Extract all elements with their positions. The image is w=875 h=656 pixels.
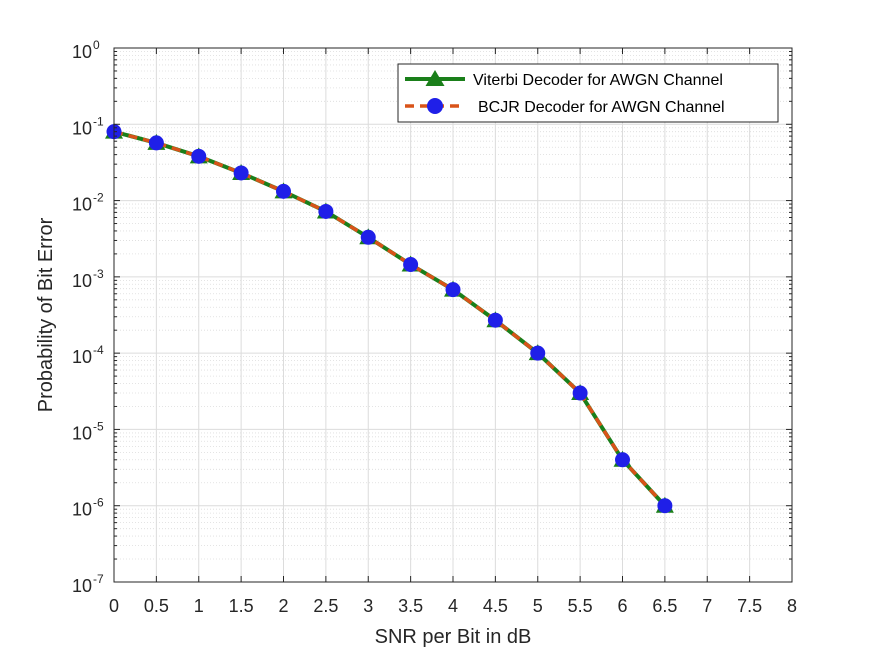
x-tick-label: 6 (617, 596, 627, 616)
legend-box (397, 63, 779, 123)
bcjr-circle-marker (657, 498, 673, 514)
series-line-bcjr (113, 129, 667, 507)
bcjr-circle-marker (487, 312, 503, 328)
y-tick-exponent: -2 (93, 191, 104, 205)
y-tick-label: 10 (72, 576, 92, 596)
y-tick-label: 10 (72, 423, 92, 443)
bcjr-circle-marker (318, 203, 334, 219)
legend: Viterbi Decoder for AWGN Channel BCJR De… (397, 63, 779, 123)
bcjr-circle-marker (148, 135, 164, 151)
bcjr-circle-marker (615, 452, 630, 468)
x-tick-label: 2 (278, 596, 288, 616)
y-tick-exponent: -3 (93, 267, 104, 281)
x-tick-label: 0.5 (144, 596, 169, 616)
legend-triangle-marker (425, 70, 445, 86)
x-tick-label: 3.5 (398, 596, 423, 616)
y-tick-label: 10 (72, 42, 92, 62)
y-tick-exponent: -1 (93, 114, 104, 128)
y-tick-label: 10 (72, 271, 92, 291)
y-tick-exponent: 0 (93, 38, 100, 52)
series-layer (105, 122, 674, 514)
bcjr-circle-marker (276, 183, 291, 199)
y-tick-exponent: -7 (93, 572, 104, 586)
bcjr-circle-marker (191, 148, 207, 164)
x-tick-labels: 0 0.5 1 1.5 2 2.5 3 3.5 4 4.5 5 5.5 6 6.5 7 7.5 8 (109, 596, 797, 616)
x-tick-label: 5.5 (568, 596, 593, 616)
x-tick-label: 2.5 (313, 596, 338, 616)
x-tick-label: 4 (448, 596, 458, 616)
bcjr-circle-marker (233, 165, 249, 181)
bcjr-circle-marker (530, 345, 546, 361)
x-tick-label: 8 (787, 596, 797, 616)
x-tick-label: 1 (194, 596, 204, 616)
y-tick-label: 10 (72, 118, 92, 138)
bcjr-circle-marker (403, 257, 419, 273)
y-tick-exponent: -6 (93, 496, 104, 510)
y-tick-exponent: -5 (93, 419, 104, 433)
bcjr-circle-marker (360, 229, 376, 245)
x-tick-label: 5 (533, 596, 543, 616)
bcjr-circle-marker (572, 385, 588, 401)
y-axis-title: Probability of Bit Error (35, 217, 57, 412)
x-tick-label: 7.5 (737, 596, 762, 616)
legend-label-bcjr: BCJR Decoder for AWGN Channel (478, 99, 725, 116)
x-axis-title: SNR per Bit in dB (375, 626, 532, 648)
y-tick-exponent: -4 (93, 343, 104, 357)
legend-label-viterbi: Viterbi Decoder for AWGN Channel (473, 72, 723, 89)
x-tick-label: 0 (109, 596, 119, 616)
y-tick-label: 10 (72, 195, 92, 215)
bcjr-circle-marker (445, 282, 461, 298)
y-tick-label: 10 (72, 347, 92, 367)
tick-marks (113, 47, 793, 583)
x-tick-label: 6.5 (652, 596, 677, 616)
legend-circle-marker (427, 98, 443, 114)
x-tick-label: 3 (363, 596, 373, 616)
x-tick-label: 4.5 (483, 596, 508, 616)
x-tick-label: 1.5 (229, 596, 254, 616)
x-tick-label: 7 (702, 596, 712, 616)
y-tick-label: 10 (72, 500, 92, 520)
